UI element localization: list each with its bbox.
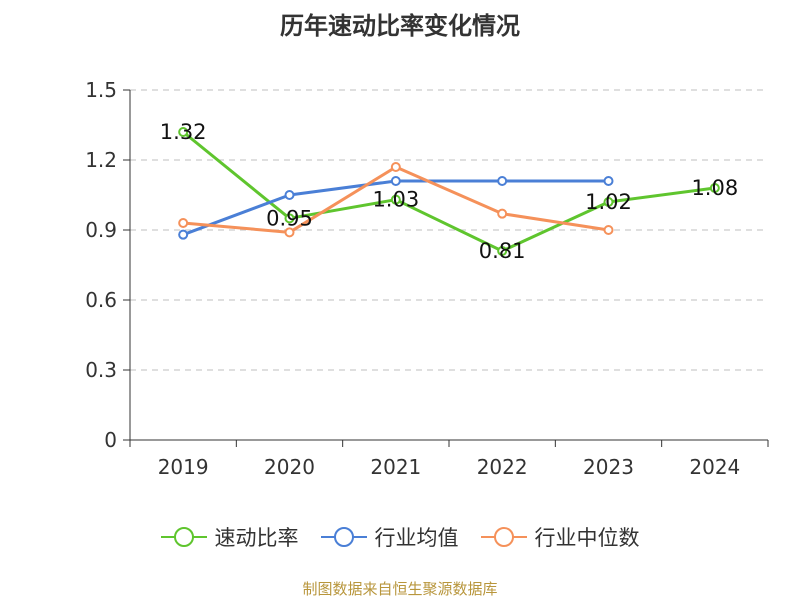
data-label: 1.03 — [372, 188, 419, 212]
y-tick-label: 0 — [104, 428, 117, 452]
data-point — [178, 127, 189, 137]
legend-swatch-marker — [493, 527, 514, 547]
data-label: 1.08 — [691, 176, 738, 200]
y-tick-label: 0.9 — [85, 218, 117, 242]
y-tick-label: 0.3 — [85, 358, 117, 382]
line-chart: 0 0.3 0.6 0.9 1.2 1.5 2019 2020 2021 2022 2023 2024… — [85, 78, 769, 479]
chart-title: 历年速动比率变化情况 — [280, 12, 520, 40]
legend-item[interactable]: 速动比率 — [160, 522, 299, 552]
data-point — [284, 190, 295, 200]
data-label: 0.95 — [266, 206, 313, 230]
x-tick-label: 2024 — [689, 455, 740, 479]
gridlines — [130, 89, 768, 371]
x-tick-label: 2019 — [158, 455, 209, 479]
legend-swatch-marker — [333, 527, 354, 547]
legend-swatch-icon — [320, 527, 367, 547]
data-point — [497, 208, 508, 219]
data-point — [284, 227, 295, 238]
x-tick-label: 2022 — [477, 455, 528, 479]
data-label: 1.02 — [585, 190, 632, 214]
axes: 0 0.3 0.6 0.9 1.2 1.5 2019 2020 2021 2022 2023 2024 — [85, 78, 769, 479]
data-point — [709, 183, 720, 193]
legend-swatch-marker — [173, 527, 194, 547]
legend-label: 速动比率 — [214, 526, 299, 550]
y-tick-label: 1.5 — [85, 78, 117, 102]
legend-item[interactable]: 行业中位数 — [480, 522, 640, 552]
x-tick-label: 2021 — [370, 455, 421, 479]
series-1 — [178, 176, 614, 240]
legend-label: 行业均值 — [374, 526, 459, 550]
series-lines — [178, 127, 720, 256]
data-point — [603, 225, 614, 235]
legend-label: 行业中位数 — [534, 526, 640, 550]
data-point — [497, 176, 508, 186]
data-point — [178, 218, 189, 228]
y-tick-label: 0.6 — [85, 288, 117, 312]
data-point — [390, 194, 401, 205]
series-0 — [178, 127, 720, 256]
legend-item[interactable]: 行业均值 — [320, 522, 459, 552]
x-tick-label: 2023 — [583, 455, 634, 479]
legend-swatch-icon — [160, 527, 207, 547]
data-label: 0.81 — [479, 239, 526, 263]
data-point — [390, 176, 401, 186]
data-point — [603, 197, 614, 207]
data-label: 1.32 — [160, 120, 207, 144]
series-line — [182, 130, 716, 253]
data-point — [178, 229, 189, 240]
x-tick-label: 2020 — [264, 455, 315, 479]
data-point — [390, 162, 401, 172]
data-point — [284, 213, 295, 224]
y-tick-label: 1.2 — [85, 148, 117, 172]
legend-swatch-icon — [480, 527, 527, 547]
data-point — [603, 176, 614, 186]
data-source-note: 制图数据来自恒生聚源数据库 — [302, 580, 498, 598]
legend: 速动比率 行业均值 行业中位数 — [0, 520, 800, 554]
data-labels: 1.32 0.95 1.03 0.81 1.02 1.08 — [160, 120, 738, 263]
data-point — [497, 246, 508, 256]
series-2 — [178, 162, 614, 238]
